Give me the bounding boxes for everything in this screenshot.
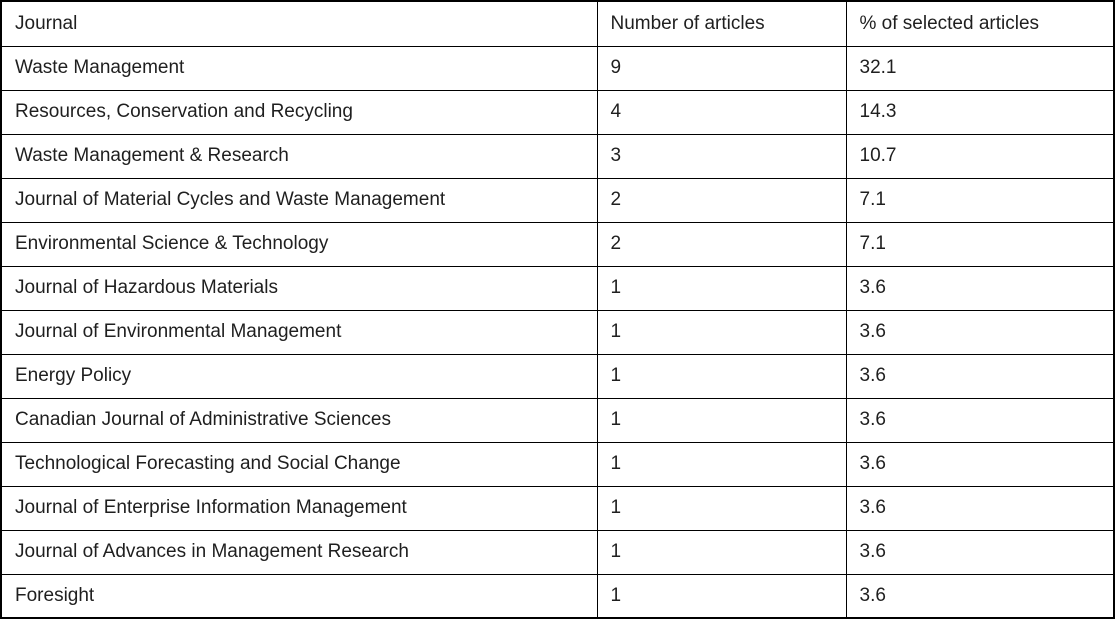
percent-cell: 10.7 <box>845 133 1115 179</box>
journal-cell: Waste Management & Research <box>0 133 598 179</box>
table-row: Journal of Enterprise Information Manage… <box>0 485 1115 531</box>
table-row: Waste Management & Research 3 10.7 <box>0 133 1115 179</box>
percent-cell: 7.1 <box>845 221 1115 267</box>
percent-cell: 3.6 <box>845 353 1115 399</box>
header-row: Journal Number of articles % of selected… <box>0 0 1115 47</box>
table-row: Waste Management 9 32.1 <box>0 45 1115 91</box>
percent-cell: 3.6 <box>845 265 1115 311</box>
table-row: Journal of Environmental Management 1 3.… <box>0 309 1115 355</box>
journal-cell: Technological Forecasting and Social Cha… <box>0 441 598 487</box>
count-cell: 1 <box>596 309 847 355</box>
percent-cell: 3.6 <box>845 485 1115 531</box>
journal-cell: Canadian Journal of Administrative Scien… <box>0 397 598 443</box>
column-header-percent-selected: % of selected articles <box>845 0 1115 47</box>
table-row: Foresight 1 3.6 <box>0 573 1115 619</box>
journal-cell: Energy Policy <box>0 353 598 399</box>
count-cell: 2 <box>596 177 847 223</box>
column-header-article-count: Number of articles <box>596 0 847 47</box>
count-cell: 3 <box>596 133 847 179</box>
journal-cell: Journal of Environmental Management <box>0 309 598 355</box>
count-cell: 4 <box>596 89 847 135</box>
count-cell: 1 <box>596 397 847 443</box>
percent-cell: 14.3 <box>845 89 1115 135</box>
percent-cell: 7.1 <box>845 177 1115 223</box>
percent-cell: 32.1 <box>845 45 1115 91</box>
table-row: Journal of Material Cycles and Waste Man… <box>0 177 1115 223</box>
count-cell: 1 <box>596 573 847 619</box>
table-row: Technological Forecasting and Social Cha… <box>0 441 1115 487</box>
count-cell: 1 <box>596 485 847 531</box>
count-cell: 2 <box>596 221 847 267</box>
percent-cell: 3.6 <box>845 529 1115 575</box>
table-row: Resources, Conservation and Recycling 4 … <box>0 89 1115 135</box>
column-header-journal: Journal <box>0 0 598 47</box>
percent-cell: 3.6 <box>845 573 1115 619</box>
journal-cell: Journal of Advances in Management Resear… <box>0 529 598 575</box>
table-row: Canadian Journal of Administrative Scien… <box>0 397 1115 443</box>
count-cell: 9 <box>596 45 847 91</box>
journal-cell: Resources, Conservation and Recycling <box>0 89 598 135</box>
journal-cell: Environmental Science & Technology <box>0 221 598 267</box>
journal-cell: Journal of Enterprise Information Manage… <box>0 485 598 531</box>
count-cell: 1 <box>596 353 847 399</box>
table-row: Environmental Science & Technology 2 7.1 <box>0 221 1115 267</box>
table-row: Energy Policy 1 3.6 <box>0 353 1115 399</box>
table-row: Journal of Hazardous Materials 1 3.6 <box>0 265 1115 311</box>
count-cell: 1 <box>596 265 847 311</box>
table-row: Journal of Advances in Management Resear… <box>0 529 1115 575</box>
count-cell: 1 <box>596 529 847 575</box>
percent-cell: 3.6 <box>845 309 1115 355</box>
percent-cell: 3.6 <box>845 397 1115 443</box>
journal-cell: Journal of Hazardous Materials <box>0 265 598 311</box>
journal-cell: Foresight <box>0 573 598 619</box>
journal-cell: Journal of Material Cycles and Waste Man… <box>0 177 598 223</box>
count-cell: 1 <box>596 441 847 487</box>
journal-cell: Waste Management <box>0 45 598 91</box>
percent-cell: 3.6 <box>845 441 1115 487</box>
